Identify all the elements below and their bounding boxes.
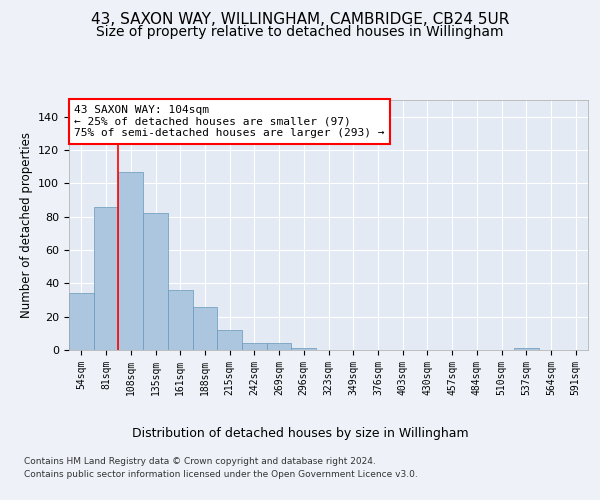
Bar [242, 344, 267, 350]
Bar [292, 348, 316, 350]
Bar [193, 306, 217, 350]
Bar [94, 206, 118, 350]
Text: Contains HM Land Registry data © Crown copyright and database right 2024.: Contains HM Land Registry data © Crown c… [24, 458, 376, 466]
Bar [217, 330, 242, 350]
Text: Distribution of detached houses by size in Willingham: Distribution of detached houses by size … [131, 428, 469, 440]
Text: Size of property relative to detached houses in Willingham: Size of property relative to detached ho… [96, 25, 504, 39]
Bar [69, 294, 94, 350]
Y-axis label: Number of detached properties: Number of detached properties [20, 132, 32, 318]
Bar [118, 172, 143, 350]
Text: Contains public sector information licensed under the Open Government Licence v3: Contains public sector information licen… [24, 470, 418, 479]
Bar [168, 290, 193, 350]
Bar [514, 348, 539, 350]
Bar [267, 344, 292, 350]
Text: 43, SAXON WAY, WILLINGHAM, CAMBRIDGE, CB24 5UR: 43, SAXON WAY, WILLINGHAM, CAMBRIDGE, CB… [91, 12, 509, 28]
Bar [143, 214, 168, 350]
Text: 43 SAXON WAY: 104sqm
← 25% of detached houses are smaller (97)
75% of semi-detac: 43 SAXON WAY: 104sqm ← 25% of detached h… [74, 105, 385, 138]
